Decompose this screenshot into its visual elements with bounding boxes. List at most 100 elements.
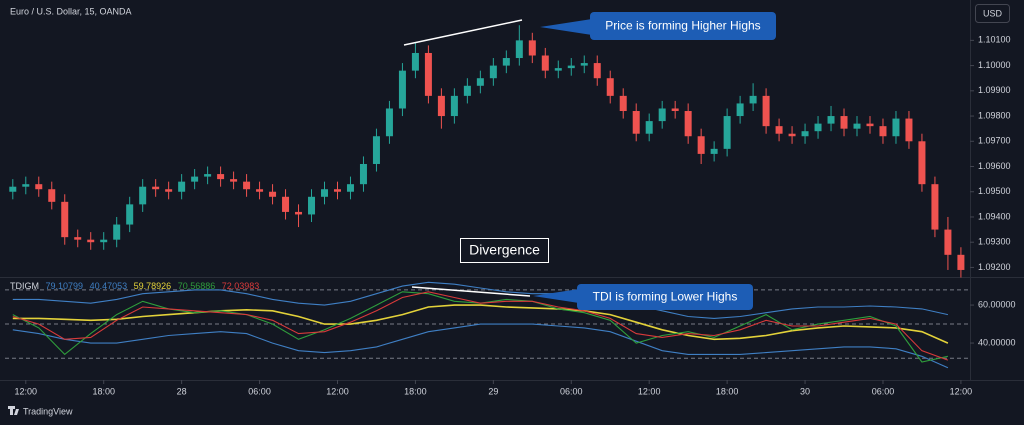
candle-body (905, 118, 913, 142)
y-tick-label: 1.10100 (978, 35, 1011, 45)
candle-body (814, 123, 822, 132)
x-tick-label: 06:00 (872, 386, 895, 396)
candle-body (217, 174, 225, 180)
candle-body (385, 108, 393, 137)
y-tick-label: 1.09600 (978, 161, 1011, 171)
price-callout: Price is forming Higher Highs (605, 19, 760, 33)
candle-body (411, 52, 419, 71)
candle-body (580, 63, 588, 66)
candle-body (879, 126, 887, 137)
candle-body (165, 189, 173, 192)
y-tick-label: 1.09700 (978, 136, 1011, 146)
x-tick-label: 18:00 (716, 386, 739, 396)
callout-pointer (540, 19, 592, 35)
candle-body (606, 78, 614, 96)
candle-body (476, 78, 484, 86)
x-tick-label: 18:00 (92, 386, 115, 396)
y-tick-label: 1.09200 (978, 262, 1011, 272)
candle-body (256, 189, 264, 192)
candle-body (178, 181, 186, 192)
x-tick-label: 28 (177, 386, 187, 396)
x-tick-label: 12:00 (326, 386, 349, 396)
candle-body (230, 179, 238, 182)
marks: 1.10100 1.10000 1.09900 1.09800 1.09700 1.096… (5, 25, 1016, 396)
x-tick-label: 29 (488, 386, 498, 396)
y-tick-label: 1.10000 (978, 60, 1011, 70)
candle-body (684, 111, 692, 137)
candle-body (9, 186, 17, 192)
candle-body (463, 85, 471, 96)
y-tick-label: 60.00000 (978, 299, 1016, 309)
callout-box (577, 284, 753, 310)
candle-body (48, 189, 56, 202)
candle-body (61, 201, 69, 238)
candle-body (840, 116, 848, 129)
candle-body (918, 141, 926, 185)
x-tick-label: 06:00 (248, 386, 271, 396)
candle-body (295, 211, 303, 215)
candle-body (567, 65, 575, 69)
y-tick-label: 1.09900 (978, 85, 1011, 95)
lower-highs-line (411, 286, 531, 297)
candle-body (282, 196, 290, 212)
candle-body (359, 163, 367, 185)
indicator-line (12, 304, 949, 344)
candle-body (827, 116, 835, 124)
candle-body (892, 118, 900, 137)
candle-body (801, 131, 809, 137)
x-tick-label: 12:00 (638, 386, 661, 396)
candle-body (87, 239, 95, 243)
candle-body (126, 204, 134, 225)
candle-body (398, 70, 406, 109)
legend-value: 72.03983 (222, 281, 260, 291)
candle-body (204, 174, 212, 177)
candle-body (697, 136, 705, 154)
legend-value: 40.47053 (90, 281, 128, 291)
y-tick-label: 1.09500 (978, 186, 1011, 196)
indicator-line (12, 281, 949, 319)
candle-body (853, 123, 861, 129)
legend-value: 70.56886 (178, 281, 216, 291)
candle-body (515, 40, 523, 59)
candle-body (866, 123, 874, 127)
candle-body (541, 55, 549, 71)
x-tick-label: 06:00 (560, 386, 583, 396)
tdi-callout: TDI is forming Lower Highs (593, 290, 738, 304)
indicator-line (12, 323, 949, 369)
candle-body (450, 95, 458, 117)
candle-body (710, 148, 718, 154)
candle-body (788, 133, 796, 137)
candle-body (775, 126, 783, 134)
candle-body (749, 95, 757, 104)
candle-body (528, 40, 536, 56)
y-tick-label: 1.09800 (978, 110, 1011, 120)
candle-body (957, 254, 965, 270)
x-tick-label: 30 (800, 386, 810, 396)
candle-body (269, 191, 277, 197)
candle-body (554, 68, 562, 71)
x-tick-label: 12:00 (950, 386, 973, 396)
candle-body (74, 237, 82, 240)
currency-label: USD (983, 8, 1003, 18)
candle-body (424, 52, 432, 96)
candle-body (346, 184, 354, 192)
currency-button[interactable] (975, 4, 1010, 23)
candle-body (671, 108, 679, 112)
indicator-name: TDIGM (10, 281, 39, 291)
candle-body (944, 229, 952, 255)
candle-body (100, 239, 108, 243)
candle-body (437, 95, 445, 117)
candle-body (152, 186, 160, 190)
candle-body (22, 184, 30, 187)
y-tick-label: 1.09300 (978, 237, 1011, 247)
candle-body (321, 189, 329, 197)
candle-body (762, 95, 770, 127)
callout-box (590, 12, 776, 40)
candle-body (308, 196, 316, 215)
legend-value: 79.10799 (46, 281, 84, 291)
candle-body (489, 65, 497, 79)
candle-body (723, 116, 731, 149)
